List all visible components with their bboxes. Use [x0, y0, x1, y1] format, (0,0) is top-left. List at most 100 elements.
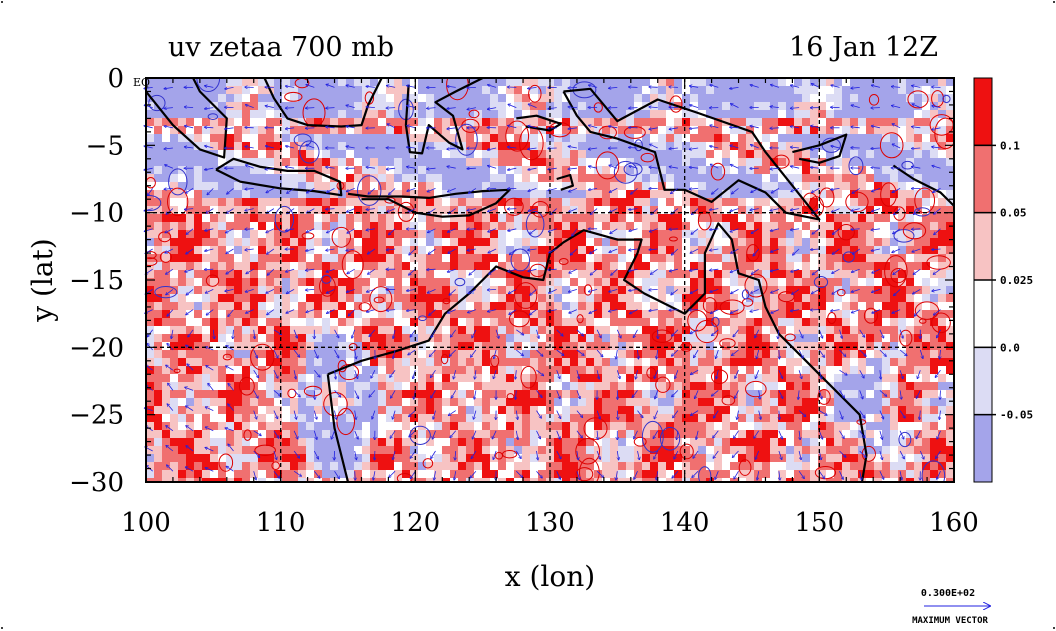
field-cell: [370, 150, 378, 158]
field-cell: [250, 86, 258, 94]
field-cell: [842, 118, 850, 126]
field-cell: [466, 358, 474, 366]
field-cell: [746, 350, 754, 358]
field-cell: [186, 366, 194, 374]
field-cell: [794, 262, 802, 270]
field-cell: [546, 94, 554, 102]
field-cell: [258, 222, 266, 230]
field-cell: [650, 78, 658, 86]
field-cell: [562, 118, 570, 126]
field-cell: [410, 382, 418, 390]
field-cell: [554, 110, 562, 118]
field-cell: [738, 302, 746, 310]
field-cell: [554, 158, 562, 166]
field-cell: [786, 238, 794, 246]
field-cell: [514, 454, 522, 462]
field-cell: [226, 134, 234, 142]
field-cell: [274, 142, 282, 150]
field-cell: [146, 374, 154, 382]
field-cell: [802, 398, 810, 406]
field-cell: [218, 102, 226, 110]
field-cell: [466, 254, 474, 262]
field-cell: [618, 342, 626, 350]
field-cell: [330, 254, 338, 262]
field-cell: [330, 374, 338, 382]
field-cell: [834, 198, 842, 206]
field-cell: [698, 206, 706, 214]
field-cell: [906, 174, 914, 182]
field-cell: [914, 382, 922, 390]
field-cell: [178, 150, 186, 158]
field-cell: [850, 182, 858, 190]
field-cell: [818, 270, 826, 278]
field-cell: [482, 398, 490, 406]
field-cell: [890, 86, 898, 94]
field-cell: [778, 422, 786, 430]
field-cell: [874, 182, 882, 190]
field-cell: [242, 390, 250, 398]
field-cell: [234, 150, 242, 158]
field-cell: [354, 302, 362, 310]
field-cell: [170, 302, 178, 310]
field-cell: [538, 326, 546, 334]
field-cell: [794, 398, 802, 406]
field-cell: [730, 166, 738, 174]
field-cell: [842, 254, 850, 262]
field-cell: [274, 446, 282, 454]
field-cell: [642, 278, 650, 286]
field-cell: [682, 222, 690, 230]
field-cell: [794, 158, 802, 166]
field-cell: [202, 230, 210, 238]
field-cell: [482, 446, 490, 454]
field-cell: [170, 182, 178, 190]
field-cell: [298, 222, 306, 230]
field-cell: [530, 166, 538, 174]
field-cell: [282, 182, 290, 190]
field-cell: [362, 254, 370, 262]
field-cell: [898, 94, 906, 102]
field-cell: [578, 134, 586, 142]
field-cell: [282, 150, 290, 158]
field-cell: [538, 310, 546, 318]
field-cell: [810, 110, 818, 118]
field-cell: [610, 262, 618, 270]
field-cell: [610, 238, 618, 246]
field-cell: [522, 134, 530, 142]
field-cell: [394, 374, 402, 382]
field-cell: [626, 126, 634, 134]
field-cell: [498, 446, 506, 454]
field-cell: [210, 374, 218, 382]
field-cell: [618, 422, 626, 430]
field-cell: [650, 278, 658, 286]
field-cell: [266, 374, 274, 382]
field-cell: [330, 94, 338, 102]
field-cell: [866, 462, 874, 470]
field-cell: [626, 78, 634, 86]
field-cell: [570, 422, 578, 430]
field-cell: [682, 478, 690, 482]
field-cell: [506, 118, 514, 126]
field-cell: [186, 462, 194, 470]
field-cell: [762, 438, 770, 446]
field-cell: [778, 382, 786, 390]
field-cell: [562, 358, 570, 366]
field-cell: [314, 238, 322, 246]
field-cell: [314, 446, 322, 454]
field-cell: [194, 374, 202, 382]
field-cell: [746, 190, 754, 198]
field-cell: [250, 238, 258, 246]
field-cell: [730, 142, 738, 150]
field-cell: [506, 398, 514, 406]
field-cell: [826, 478, 834, 482]
field-cell: [250, 126, 258, 134]
field-cell: [530, 198, 538, 206]
field-cell: [482, 326, 490, 334]
field-cell: [194, 382, 202, 390]
field-cell: [578, 374, 586, 382]
field-cell: [474, 398, 482, 406]
field-cell: [290, 446, 298, 454]
field-cell: [378, 358, 386, 366]
field-cell: [290, 262, 298, 270]
field-cell: [786, 270, 794, 278]
field-cell: [490, 86, 498, 94]
